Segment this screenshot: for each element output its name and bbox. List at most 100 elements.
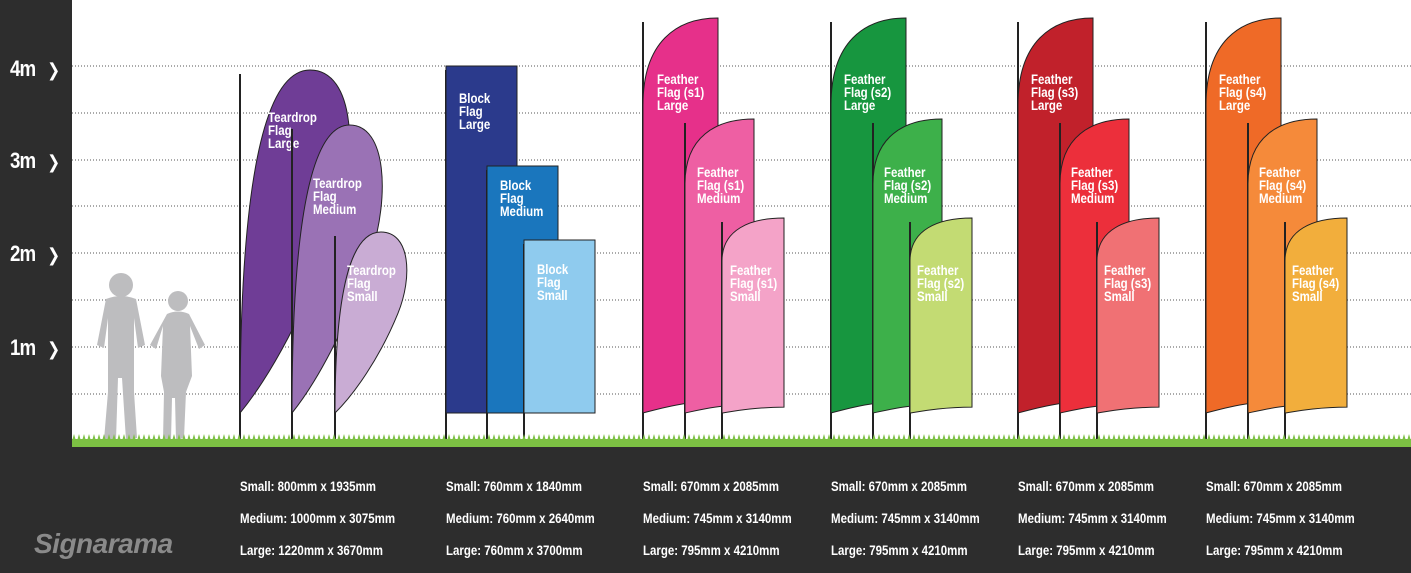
flag-label-line: Flag (s2)	[917, 275, 964, 291]
chevron-right-icon: ❯	[47, 339, 60, 359]
signarama-logo: Signarama	[34, 528, 173, 559]
specs-feather-s2: Small: 670mm x 2085mm Medium: 745mm x 31…	[831, 470, 980, 566]
flag-label: Feather Flag (s4) Small	[1292, 262, 1339, 304]
flag-label-line: Feather	[1259, 164, 1300, 180]
flag-label-line: Flag (s4)	[1292, 275, 1339, 291]
flag-label: Feather Flag (s3) Small	[1104, 262, 1151, 304]
specs-teardrop: Small: 800mm x 1935mm Medium: 1000mm x 3…	[240, 470, 395, 566]
flag-label-line: Small	[537, 287, 568, 303]
flag-label-line: Block	[500, 177, 532, 193]
spec-medium: Medium: 745mm x 3140mm	[643, 510, 792, 526]
flag-label-line: Large	[1031, 97, 1062, 113]
flag-label-line: Medium	[884, 190, 927, 206]
flag-label: Block Flag Large	[459, 90, 491, 132]
flag-group-feather-s2: Feather Flag (s2) Large Feather Flag (s2) Med…	[830, 17, 973, 443]
flag-label-line: Flag (s3)	[1031, 84, 1078, 100]
flag-label-line: Flag (s2)	[884, 177, 931, 193]
flag-label-line: Feather	[657, 71, 698, 87]
axis-tick-label: 2m	[10, 241, 36, 266]
flag-label-line: Medium	[313, 201, 356, 217]
spec-medium: Medium: 760mm x 2640mm	[446, 510, 595, 526]
axis-tick-4m: 4m ❯	[10, 56, 60, 82]
spec-medium: Medium: 745mm x 3140mm	[831, 510, 980, 526]
flag-shape	[1096, 217, 1160, 414]
flag-label-line: Flag (s3)	[1104, 275, 1151, 291]
spec-small: Small: 670mm x 2085mm	[831, 478, 967, 494]
flag-shape	[523, 239, 596, 414]
flag-label-line: Feather	[730, 262, 771, 278]
flag-label-line: Teardrop	[268, 109, 317, 125]
flag-teardrop-medium: Teardrop Flag Medium	[291, 124, 383, 443]
flag-label-line: Feather	[1219, 71, 1260, 87]
flag-label-line: Block	[537, 261, 569, 277]
flag-label-line: Teardrop	[347, 262, 396, 278]
flag-label: Teardrop Flag Medium	[313, 175, 362, 217]
flag-shape	[909, 217, 973, 414]
spec-small: Small: 670mm x 2085mm	[1018, 478, 1154, 494]
spec-large: Large: 795mm x 4210mm	[1018, 542, 1155, 558]
spec-small: Small: 800mm x 1935mm	[240, 478, 376, 494]
spec-large: Large: 795mm x 4210mm	[1206, 542, 1343, 558]
flag-label-line: Small	[1292, 288, 1323, 304]
flag-label-line: Feather	[1104, 262, 1145, 278]
flag-label: Block Flag Medium	[500, 177, 543, 219]
axis-tick-3m: 3m ❯	[10, 148, 60, 174]
flag-group-feather-s4: Feather Flag (s4) Large Feather Flag (s4) Med…	[1205, 17, 1348, 443]
spec-large: Large: 760mm x 3700mm	[446, 542, 583, 558]
flag-feather-s4-small: Feather Flag (s4) Small	[1284, 217, 1348, 443]
flag-label-line: Flag (s1)	[697, 177, 744, 193]
flag-label-line: Flag (s4)	[1219, 84, 1266, 100]
flag-label: Feather Flag (s1) Small	[730, 262, 777, 304]
flag-label: Feather Flag (s1) Large	[657, 71, 704, 113]
flag-label-line: Teardrop	[313, 175, 362, 191]
flag-label-line: Flag (s1)	[730, 275, 777, 291]
flag-label-line: Flag	[500, 190, 524, 206]
flag-label-line: Feather	[1031, 71, 1072, 87]
flag-label: Feather Flag (s2) Large	[844, 71, 891, 113]
flag-label-line: Large	[268, 135, 299, 151]
flag-label-line: Medium	[500, 203, 543, 219]
axis-tick-2m: 2m ❯	[10, 241, 60, 267]
spec-medium: Medium: 745mm x 3140mm	[1018, 510, 1167, 526]
flag-shape	[291, 124, 383, 415]
specs-feather-s3: Small: 670mm x 2085mm Medium: 745mm x 31…	[1018, 470, 1167, 566]
spec-medium: Medium: 745mm x 3140mm	[1206, 510, 1355, 526]
axis-tick-label: 1m	[10, 335, 36, 360]
chevron-right-icon: ❯	[47, 60, 60, 80]
flag-label: Feather Flag (s2) Medium	[884, 164, 931, 206]
flag-feather-s1-small: Feather Flag (s1) Small	[721, 217, 785, 443]
flag-label-line: Flag (s1)	[657, 84, 704, 100]
flag-label-line: Small	[1104, 288, 1135, 304]
flag-shape	[1284, 217, 1348, 414]
flag-label-line: Flag	[347, 275, 371, 291]
flag-label-line: Block	[459, 90, 491, 106]
spec-large: Large: 795mm x 4210mm	[831, 542, 968, 558]
grass-strip	[72, 434, 1411, 448]
axis-tick-label: 3m	[10, 148, 36, 173]
flag-label-line: Flag (s2)	[844, 84, 891, 100]
flag-label-line: Small	[917, 288, 948, 304]
axis-tick-label: 4m	[10, 56, 36, 81]
flag-label: Block Flag Small	[537, 261, 569, 303]
flag-label-line: Small	[730, 288, 761, 304]
flag-label: Feather Flag (s4) Medium	[1259, 164, 1306, 206]
spec-small: Small: 670mm x 2085mm	[1206, 478, 1342, 494]
flag-label-line: Flag (s4)	[1259, 177, 1306, 193]
flag-teardrop-small: Teardrop Flag Small	[334, 231, 408, 443]
spec-medium: Medium: 1000mm x 3075mm	[240, 510, 396, 526]
flag-label-line: Flag	[537, 274, 561, 290]
flag-label-line: Small	[347, 288, 378, 304]
flag-label: Feather Flag (s1) Medium	[697, 164, 744, 206]
spec-footer	[0, 447, 1411, 573]
flag-label-line: Flag	[268, 122, 292, 138]
flag-label-line: Large	[657, 97, 688, 113]
flag-label: Feather Flag (s4) Large	[1219, 71, 1266, 113]
chevron-right-icon: ❯	[47, 152, 60, 172]
flag-label: Teardrop Flag Small	[347, 262, 396, 304]
specs-block: Small: 760mm x 1840mm Medium: 760mm x 26…	[446, 470, 595, 566]
flag-label-line: Flag	[313, 188, 337, 204]
